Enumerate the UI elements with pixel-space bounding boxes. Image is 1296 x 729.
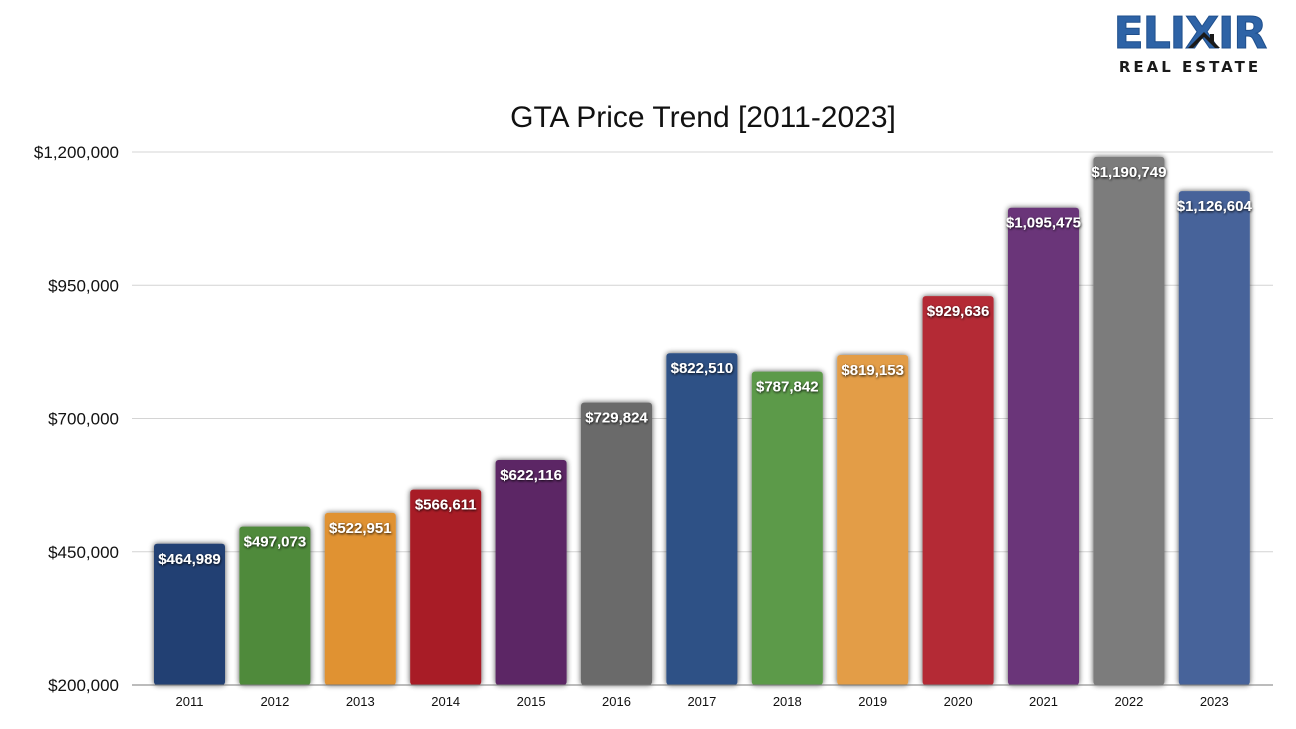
x-tick-label: 2016 [602,694,631,709]
brand-logo: ELIXIR REAL ESTATE [1098,8,1282,76]
bar-2018 [751,371,823,685]
x-tick-label: 2021 [1029,694,1058,709]
bar-2011 [154,543,225,685]
data-label-2017: $822,510 [671,360,734,377]
x-tick-label: 2023 [1200,694,1229,709]
data-label-2023: $1,126,604 [1177,198,1253,215]
bar-2012 [239,526,311,685]
data-label-2020: $929,636 [927,303,990,320]
y-tick-label: $200,000 [48,676,119,695]
bars [154,156,1250,686]
x-tick-label: 2013 [346,694,375,709]
data-label-2013: $522,951 [329,520,392,537]
x-tick-label: 2012 [260,694,289,709]
x-tick-label: 2022 [1114,694,1143,709]
bar-2019 [837,354,909,685]
y-tick-label: $450,000 [48,543,119,562]
bar-2023 [1178,191,1250,686]
data-label-2012: $497,073 [244,534,307,551]
bar-2017 [666,353,738,685]
data-label-2021: $1,095,475 [1006,215,1081,232]
chart-title: GTA Price Trend [2011-2023] [510,101,896,134]
data-label-2016: $729,824 [585,410,648,427]
y-axis-ticks: $200,000 $450,000 $700,000 $950,000 $1,200,0… [34,143,119,695]
y-tick-label: $950,000 [48,276,119,295]
data-label-2014: $566,611 [415,497,477,514]
x-tick-label: 2015 [517,694,546,709]
data-labels: $464,989 $497,073 $522,951 $566,611 $622,116… [158,164,1252,568]
bar-2022 [1093,156,1165,685]
y-tick-label: $1,200,000 [34,143,119,162]
x-axis-ticks: 2011 2012 2013 2014 2015 2016 2017 2018 2019 2020… [176,694,1229,709]
logo-main-text: ELIXIR [1113,8,1268,59]
x-tick-label: 2014 [431,694,460,709]
x-tick-label: 2018 [773,694,802,709]
house-roof-icon [1188,32,1220,48]
y-tick-label: $700,000 [48,410,119,429]
data-label-2019: $819,153 [841,362,904,379]
x-tick-label: 2019 [858,694,887,709]
data-label-2011: $464,989 [158,551,221,568]
bar-2021 [1008,207,1079,685]
x-tick-label: 2011 [176,694,204,709]
data-label-2015: $622,116 [500,467,562,484]
x-tick-label: 2017 [687,694,716,709]
logo-sub-text: REAL ESTATE [1118,58,1262,76]
bar-2020 [922,296,994,685]
x-tick-label: 2020 [944,694,973,709]
bar-2015 [495,460,567,685]
data-label-2018: $787,842 [756,379,819,396]
bar-2013 [324,512,396,685]
data-label-2022: $1,190,749 [1091,164,1166,181]
bar-2014 [410,489,482,685]
bar-2016 [581,402,652,685]
